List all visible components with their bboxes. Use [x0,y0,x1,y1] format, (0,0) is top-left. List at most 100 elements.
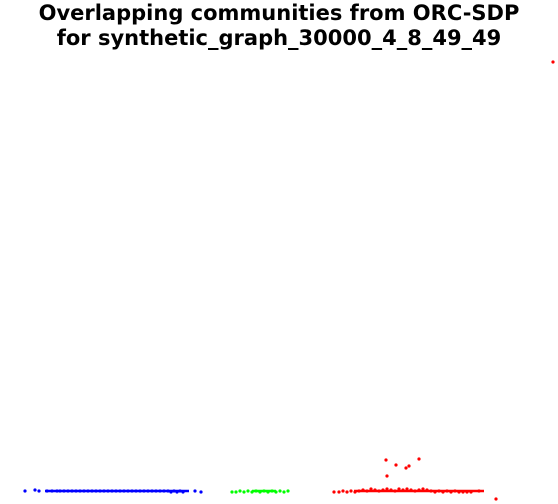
data-point [353,490,357,494]
data-point [58,489,62,493]
data-point [138,489,142,493]
data-point [110,489,114,493]
data-point [246,489,250,493]
data-point [332,490,336,494]
data-point [282,490,286,494]
data-point [94,489,98,493]
data-point [62,489,66,493]
data-point [445,489,449,493]
data-point [238,489,242,493]
data-point [33,488,37,492]
data-point [433,490,437,494]
data-point [169,490,173,494]
data-point [122,489,126,493]
data-point [98,489,102,493]
data-point [494,497,498,501]
data-point [74,489,78,493]
data-point [162,489,166,493]
data-point [258,490,262,494]
data-point [114,489,118,493]
data-point [50,489,54,493]
data-point [337,490,341,494]
data-point [421,487,425,491]
data-point [477,489,481,493]
data-point [230,490,234,494]
data-point [409,488,413,492]
data-point [70,489,74,493]
data-point [286,489,290,493]
data-point [401,488,405,492]
data-point [441,490,445,494]
data-point [407,464,411,468]
data-point [278,489,282,493]
chart-title: Overlapping communities from ORC-SDP for… [0,0,558,51]
data-point [453,489,457,493]
data-point [90,489,94,493]
data-point [78,489,82,493]
data-point [393,489,397,493]
data-point [270,489,274,493]
data-point [134,489,138,493]
data-point [193,489,197,493]
data-point [175,490,179,494]
data-point [146,489,150,493]
data-point [457,490,461,494]
data-point [469,490,473,494]
data-point [385,474,389,478]
data-point [23,489,27,493]
data-point [118,489,122,493]
data-point [425,488,429,492]
data-point [106,489,110,493]
data-point [397,487,401,491]
data-point [385,487,389,491]
data-point [181,490,185,494]
series-2 [332,60,555,501]
chart-title-line-2: for synthetic_graph_30000_4_8_49_49 [56,26,502,50]
data-point [437,489,441,493]
data-point [417,488,421,492]
data-point [404,466,408,470]
data-point [254,489,258,493]
data-point [345,490,349,494]
series-0 [23,488,203,494]
data-point [37,489,41,493]
data-point [394,463,398,467]
data-point [158,489,162,493]
data-point [250,490,254,494]
data-point [126,489,130,493]
data-point [172,489,176,493]
data-point [86,489,90,493]
data-point [365,489,369,493]
data-point [413,489,417,493]
data-point [55,489,59,493]
series-1 [230,489,290,494]
data-point [405,487,409,491]
data-point [66,489,70,493]
data-point [461,490,465,494]
data-point [373,488,377,492]
data-point [389,488,393,492]
data-point [551,60,555,64]
data-point [242,490,246,494]
data-point [166,489,170,493]
data-point [357,489,361,493]
data-point [349,489,353,493]
data-point [429,489,433,493]
data-point [417,457,421,461]
data-point [142,489,146,493]
data-point [130,489,134,493]
data-point [274,490,278,494]
data-point [102,489,106,493]
data-point [154,489,158,493]
data-point [377,489,381,493]
data-point [45,489,49,493]
data-point [381,488,385,492]
data-point [82,489,86,493]
data-point [449,490,453,494]
data-point [150,489,154,493]
data-point [341,489,345,493]
data-point [199,490,203,494]
data-point [262,489,266,493]
data-point [178,489,182,493]
data-point [465,490,469,494]
